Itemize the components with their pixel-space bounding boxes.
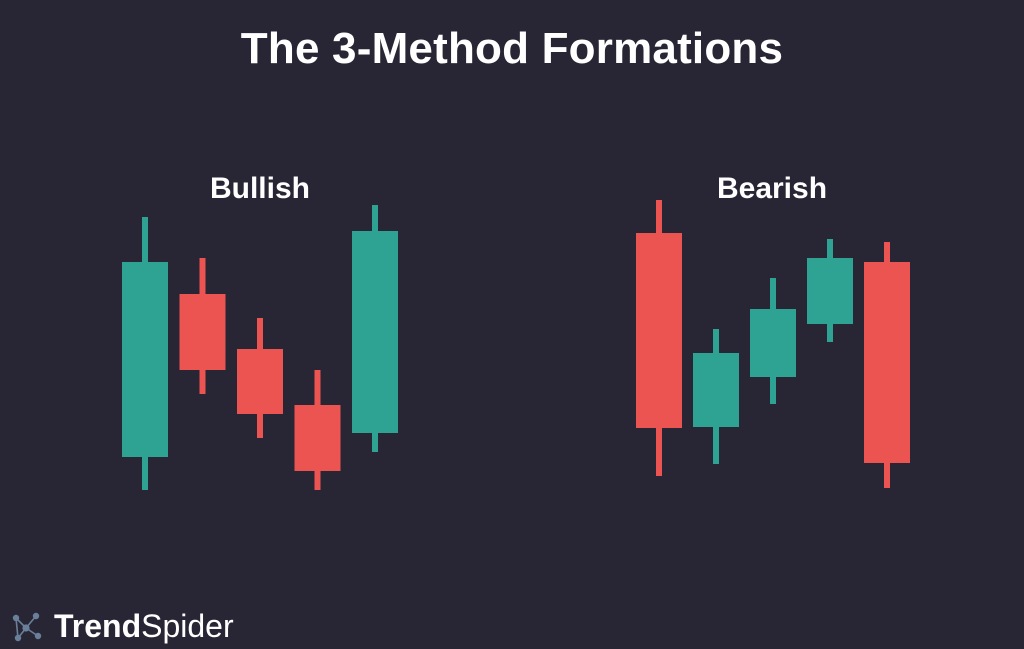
- bearish-candle-1: [636, 200, 682, 476]
- candle-body: [179, 294, 226, 370]
- trendspider-logo: TrendSpider: [6, 604, 234, 648]
- bullish-candle-4: [294, 370, 341, 490]
- candle-body: [636, 233, 682, 428]
- bullish-candle-5: [352, 205, 398, 452]
- candle-body: [864, 262, 910, 463]
- bullish-formation: [122, 205, 398, 490]
- candle-body: [807, 258, 853, 324]
- bullish-candle-2: [179, 258, 226, 394]
- bearish-formation: [636, 200, 910, 488]
- brand-name: TrendSpider: [54, 608, 234, 645]
- bullish-candle-1: [122, 217, 168, 490]
- candle-body: [294, 405, 341, 471]
- candle-body: [237, 349, 283, 414]
- network-nodes-icon: [12, 612, 42, 642]
- bearish-candle-2: [693, 329, 739, 464]
- candle-body: [352, 231, 398, 433]
- bearish-candle-5: [864, 242, 910, 488]
- candle-body: [122, 262, 168, 457]
- bullish-label: Bullish: [209, 172, 310, 205]
- page-title: The 3-Method Formations: [240, 24, 784, 73]
- bearish-candle-3: [750, 278, 796, 404]
- candle-body: [693, 353, 739, 427]
- bullish-candle-3: [237, 318, 283, 438]
- bearish-label: Bearish: [716, 172, 828, 205]
- brand-name-regular: Spider: [141, 607, 234, 644]
- bearish-candle-4: [807, 239, 853, 342]
- brand-name-bold: Trend: [54, 607, 142, 644]
- candle-body: [750, 309, 796, 377]
